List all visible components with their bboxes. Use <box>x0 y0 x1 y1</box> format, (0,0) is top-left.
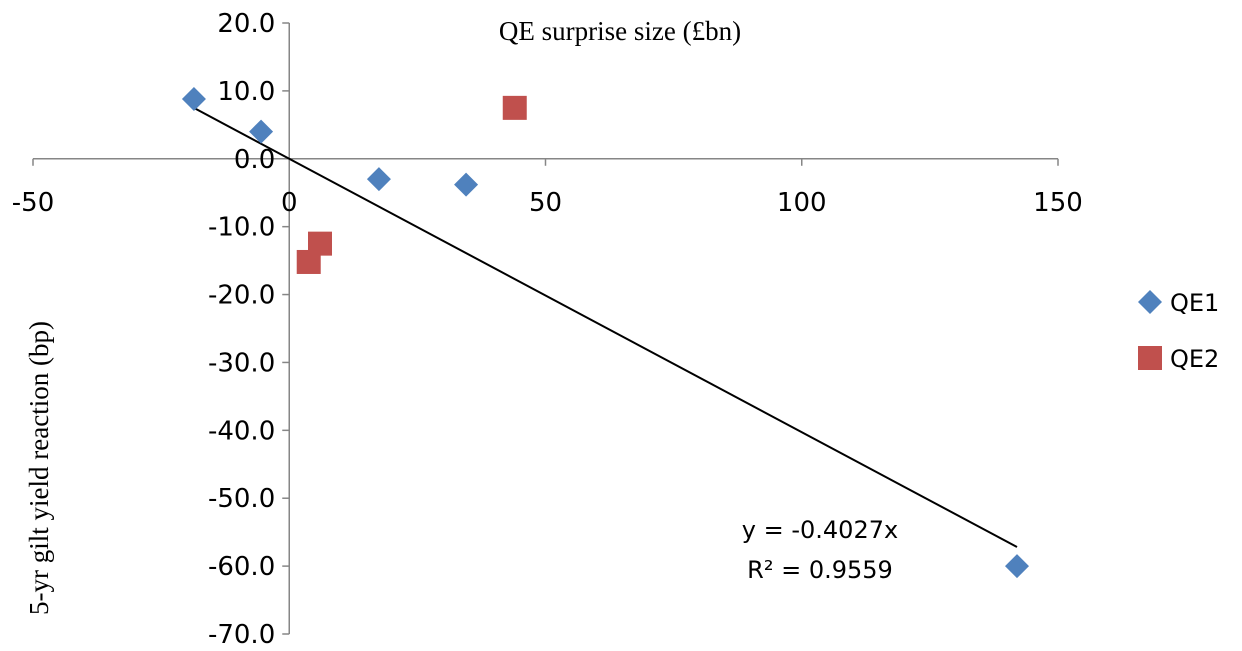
data-point-qe1 <box>366 167 391 192</box>
x-tick-label: 100 <box>777 188 827 218</box>
legend-marker-qe1 <box>1138 290 1162 314</box>
trendline-r2: R² = 0.9559 <box>747 556 893 584</box>
trendline-equation: y = -0.4027x <box>742 516 898 544</box>
data-point-qe1 <box>181 87 206 112</box>
axes <box>32 22 1059 635</box>
legend-label-qe1: QE1 <box>1170 289 1219 317</box>
y-tick-label: -10.0 <box>208 213 275 243</box>
y-tick-label: 0.0 <box>234 145 275 175</box>
tick-labels: -50 0 50 100 150 20.0 10.0 0.0 -10.0 -20.0 -30.0 -4… <box>12 9 1083 650</box>
x-tick-label: 150 <box>1033 188 1083 218</box>
data-point-qe1 <box>1005 554 1029 579</box>
y-tick-label: -60.0 <box>208 552 275 582</box>
legend: QE1 QE2 <box>1138 289 1219 373</box>
legend-marker-qe2 <box>1138 346 1162 370</box>
x-tick-label: -50 <box>12 188 54 218</box>
trendline-layer <box>193 107 1018 548</box>
legend-label-qe2: QE2 <box>1170 345 1219 373</box>
x-axis-title: QE surprise size (£bn) <box>499 16 741 46</box>
y-tick-label: -50.0 <box>208 484 275 514</box>
x-tick-label: 50 <box>529 188 562 218</box>
trendline <box>193 107 1018 548</box>
data-point-qe1 <box>454 172 479 197</box>
data-point-qe1 <box>249 119 274 144</box>
y-tick-label: 20.0 <box>217 9 275 39</box>
y-tick-label: -20.0 <box>208 281 275 311</box>
legend-item-qe1: QE1 <box>1138 289 1219 317</box>
series-qe2 <box>296 95 527 274</box>
y-tick-label: -70.0 <box>208 620 275 650</box>
x-tick-label: 0 <box>281 188 298 218</box>
y-tick-label: -40.0 <box>208 416 275 446</box>
y-tick-label: 10.0 <box>217 77 275 107</box>
y-tick-label: -30.0 <box>208 348 275 378</box>
legend-item-qe2: QE2 <box>1138 345 1219 373</box>
series-qe1 <box>181 87 1029 579</box>
data-point-qe2 <box>502 95 527 120</box>
data-points <box>181 87 1029 579</box>
y-axis-title: 5-yr gilt yield reaction (bp) <box>24 321 54 615</box>
data-point-qe2 <box>296 249 321 274</box>
